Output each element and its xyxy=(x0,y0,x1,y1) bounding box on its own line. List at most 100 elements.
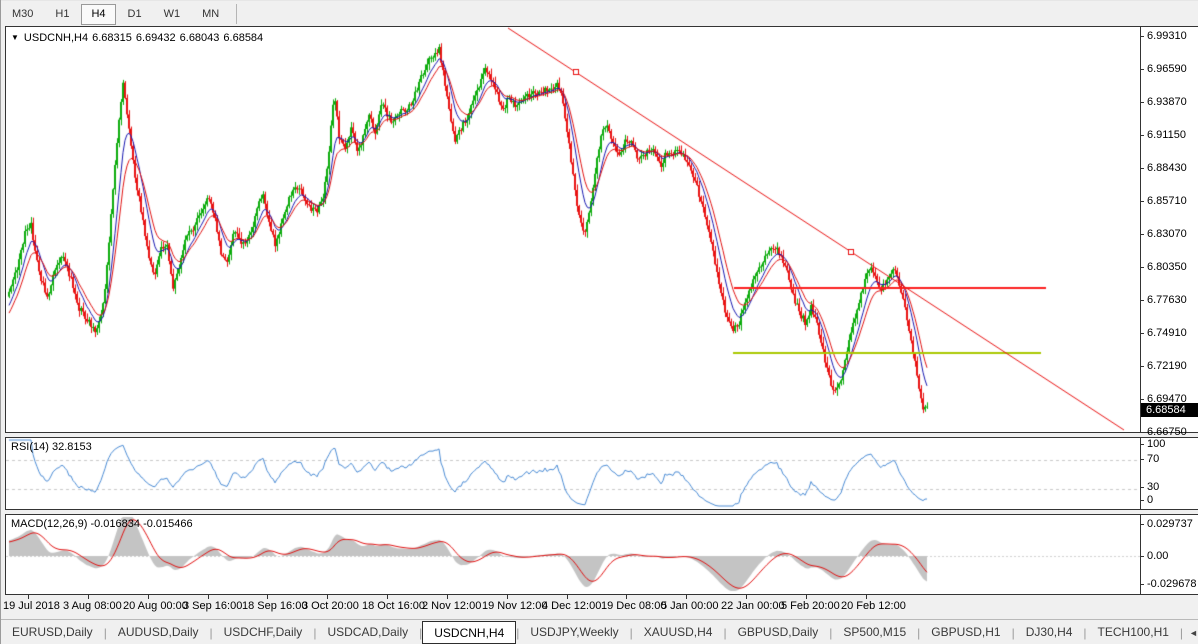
tab-separator: | xyxy=(209,625,213,640)
time-axis-tick xyxy=(686,594,687,599)
timeframe-button-h1[interactable]: H1 xyxy=(55,8,70,20)
macd-axis-label: -0.029678 xyxy=(1147,578,1197,590)
time-axis-label: 20 Feb 12:00 xyxy=(841,600,906,612)
symbol-tab-sp500-m15[interactable]: SP500,M15 xyxy=(843,625,907,639)
time-axis-tick xyxy=(208,594,209,599)
tab-separator: | xyxy=(1179,625,1184,640)
time-axis-label: 18 Sep 16:00 xyxy=(242,600,308,612)
low-value: 6.68043 xyxy=(179,32,220,44)
symbol-tab-xauusd-h4[interactable]: XAUUSD,H4 xyxy=(643,625,713,639)
symbol-tab-usdchf-daily[interactable]: USDCHF,Daily xyxy=(223,625,303,639)
rsi-axis-label: 70 xyxy=(1147,453,1160,465)
timeframe-button-m30[interactable]: M30 xyxy=(12,8,34,20)
rsi-canvas[interactable] xyxy=(6,438,1140,508)
time-axis-tick xyxy=(866,594,867,599)
price-axis-tick xyxy=(1140,168,1144,169)
time-axis-label: 5 Jan 00:00 xyxy=(661,600,719,612)
price-axis-label: 6.77630 xyxy=(1147,294,1187,306)
timeframe-button-d1[interactable]: D1 xyxy=(127,8,142,20)
rsi-axis-label: 30 xyxy=(1147,481,1160,493)
macd-canvas[interactable] xyxy=(6,515,1140,593)
macd-axis-label: 0.029737 xyxy=(1147,518,1193,530)
macd-axis-label: 0.00 xyxy=(1147,550,1169,562)
price-axis-tick xyxy=(1140,135,1144,136)
time-axis-tick xyxy=(28,594,29,599)
price-axis-tick xyxy=(1140,333,1144,334)
price-axis-label: 6.93870 xyxy=(1147,96,1187,108)
symbol-tab-dj30-h4[interactable]: DJ30,H4 xyxy=(1025,625,1073,639)
symbol-tab-audusd-daily[interactable]: AUDUSD,Daily xyxy=(117,625,199,639)
price-axis-tick xyxy=(1140,102,1144,103)
time-axis-label: 3 Oct 20:00 xyxy=(302,600,359,612)
symbol-tab-gbpusd-h1[interactable]: GBPUSD,H1 xyxy=(931,625,1001,639)
time-axis-label: 18 Oct 16:00 xyxy=(362,600,425,612)
price-axis-label: 6.72190 xyxy=(1147,360,1187,372)
timeframe-toolbar: M30 H1 H4 D1 W1 MN xyxy=(1,0,1198,27)
time-axis-label: 19 Nov 12:00 xyxy=(482,600,548,612)
tab-scroll-left-icon[interactable]: ◄ xyxy=(1189,627,1198,638)
time-axis-tick xyxy=(148,594,149,599)
tab-separator: | xyxy=(723,625,727,640)
toolbar-separator xyxy=(236,4,238,24)
price-axis-label: 6.96590 xyxy=(1147,63,1187,75)
time-axis-tick xyxy=(88,594,89,599)
chart-title: ▼ USDCNH,H4 6.68315 6.69432 6.68043 6.68584 xyxy=(11,32,263,44)
rsi-axis-label: 0 xyxy=(1147,494,1154,506)
time-axis-tick xyxy=(626,594,627,599)
chart-symbol-label: USDCNH,H4 xyxy=(23,32,89,44)
price-axis-line xyxy=(1140,514,1141,595)
symbol-tab-usdcad-daily[interactable]: USDCAD,Daily xyxy=(327,625,409,639)
timeframe-button-w1[interactable]: W1 xyxy=(163,8,181,20)
pane-splitter[interactable] xyxy=(1,433,1198,437)
price-axis-line xyxy=(1140,437,1141,510)
time-axis-label: 22 Jan 00:00 xyxy=(721,600,785,612)
macd-axis-tick xyxy=(1140,584,1144,585)
rsi-indicator-label: RSI(14) 32.8153 xyxy=(11,441,92,453)
price-axis-tick xyxy=(1140,234,1144,235)
price-axis-line xyxy=(1140,26,1141,433)
time-axis-label: 4 Dec 12:00 xyxy=(542,600,602,612)
tab-separator: | xyxy=(917,625,921,640)
current-price-badge: 6.68584 xyxy=(1141,403,1198,417)
tab-separator: | xyxy=(103,625,107,640)
price-axis-label: 6.69470 xyxy=(1147,393,1187,405)
symbol-tab-gbpusd-daily[interactable]: GBPUSD,Daily xyxy=(737,625,819,639)
pane-splitter[interactable] xyxy=(1,510,1198,514)
price-axis-label: 6.88430 xyxy=(1147,162,1187,174)
rsi-axis-tick xyxy=(1140,459,1144,460)
price-axis-label: 6.80350 xyxy=(1147,261,1187,273)
price-axis-label: 6.85710 xyxy=(1147,195,1187,207)
symbol-tab-usdcnh-h4[interactable]: USDCNH,H4 xyxy=(422,621,517,644)
rsi-axis-tick xyxy=(1140,500,1144,501)
price-axis-label: 6.91150 xyxy=(1147,129,1186,141)
rsi-axis-tick xyxy=(1140,487,1144,488)
timeframe-button-h4[interactable]: H4 xyxy=(81,4,116,25)
open-value: 6.68315 xyxy=(92,32,132,44)
symbol-tab-tech100-h1[interactable]: TECH100,H1 xyxy=(1097,625,1169,639)
time-axis-label: 3 Sep 16:00 xyxy=(183,600,243,612)
tab-separator: | xyxy=(1083,625,1087,640)
ohlc-values: 6.68315 6.69432 6.68043 6.68584 xyxy=(88,32,263,44)
time-axis-label: 20 Aug 00:00 xyxy=(123,600,188,612)
macd-axis-tick xyxy=(1140,524,1144,525)
time-axis-label: 19 Jul 2018 xyxy=(3,600,60,612)
time-axis-tick xyxy=(327,594,328,599)
price-axis-tick xyxy=(1140,69,1144,70)
symbol-tab-usdjpy-weekly[interactable]: USDJPY,Weekly xyxy=(530,625,619,639)
price-axis-tick xyxy=(1140,36,1144,37)
time-axis-tick xyxy=(387,594,388,599)
collapse-indicator-icon[interactable]: ▼ xyxy=(11,33,19,42)
time-axis-label: 5 Feb 20:00 xyxy=(781,600,840,612)
timeframe-button-mn[interactable]: MN xyxy=(202,8,220,20)
time-axis-tick xyxy=(447,594,448,599)
tab-separator: | xyxy=(419,625,423,640)
price-axis-label: 6.74910 xyxy=(1147,327,1187,339)
main-chart-canvas[interactable] xyxy=(6,27,1140,432)
symbol-tab-eurusd-daily[interactable]: EURUSD,Daily xyxy=(12,625,93,639)
rsi-axis-label: 100 xyxy=(1147,438,1166,450)
price-axis-tick xyxy=(1140,267,1144,268)
price-axis-tick xyxy=(1140,300,1144,301)
rsi-axis-tick xyxy=(1140,444,1144,445)
time-axis-label: 19 Dec 08:00 xyxy=(601,600,667,612)
